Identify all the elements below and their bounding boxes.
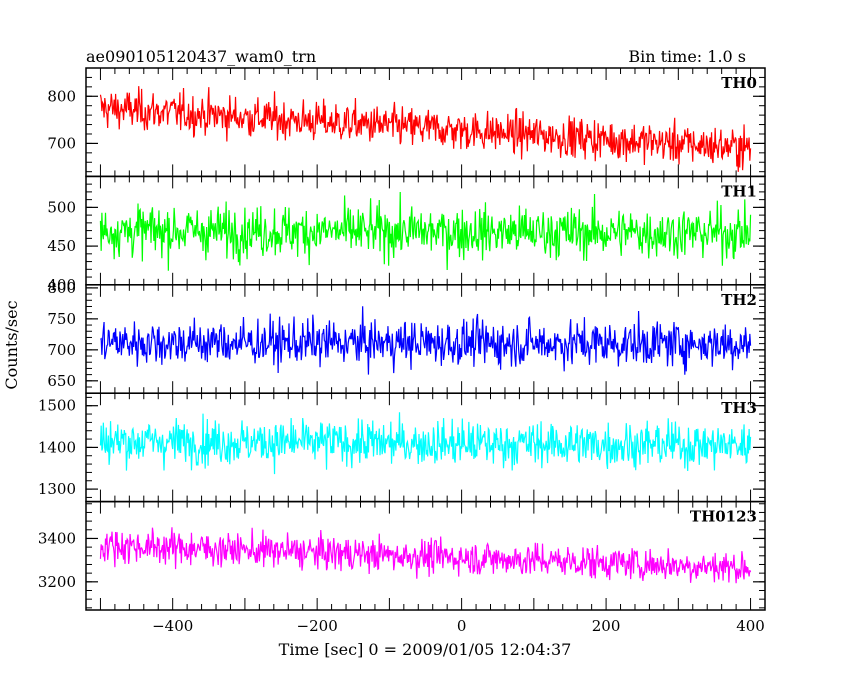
y-tick-label: 700 [47, 134, 76, 152]
series-th0123-line [99, 527, 752, 584]
panel-label-th0123: TH0123 [690, 508, 757, 526]
x-tick-label: 200 [592, 617, 621, 635]
panel-label-th1: TH1 [721, 182, 757, 200]
x-tick-label: −200 [297, 617, 338, 635]
y-tick-label: 1300 [38, 480, 76, 498]
panels-group: 700 800 TH0 400 450 500 TH1 650 700 750 800 TH2 1300… [38, 67, 766, 635]
y-tick-label: 1500 [38, 397, 76, 415]
series-th3-line [99, 412, 752, 475]
series-th2-line [100, 306, 752, 375]
y-tick-label: 700 [47, 341, 76, 359]
y-tick-label: 3400 [38, 529, 76, 547]
y-tick-label: 1400 [38, 438, 76, 456]
x-tick-label: −400 [152, 617, 193, 635]
panel-label-th2: TH2 [721, 291, 757, 309]
y-tick-label: 750 [47, 310, 76, 328]
y-tick-label: 800 [47, 279, 76, 297]
y-tick-label: 3200 [38, 573, 76, 591]
panel-label-th3: TH3 [721, 399, 757, 417]
x-tick-label: 0 [457, 617, 467, 635]
y-tick-label: 500 [47, 198, 76, 216]
y-tick-label: 800 [47, 87, 76, 105]
y-axis-label: Counts/sec [2, 300, 21, 389]
panel-label-th0: TH0 [721, 74, 757, 92]
series-th0-line [99, 86, 752, 172]
x-tick-label: 400 [736, 617, 765, 635]
x-axis-label: Time [sec] 0 = 2009/01/05 12:04:37 [279, 640, 572, 659]
series-th1-line [99, 191, 752, 271]
chart-title: ae090105120437_wam0_trn [86, 47, 316, 66]
y-tick-label: 450 [47, 237, 76, 255]
y-tick-label: 650 [47, 372, 76, 390]
bin-time-label: Bin time: 1.0 s [628, 47, 746, 66]
y-tick-label: 400 [47, 276, 76, 294]
